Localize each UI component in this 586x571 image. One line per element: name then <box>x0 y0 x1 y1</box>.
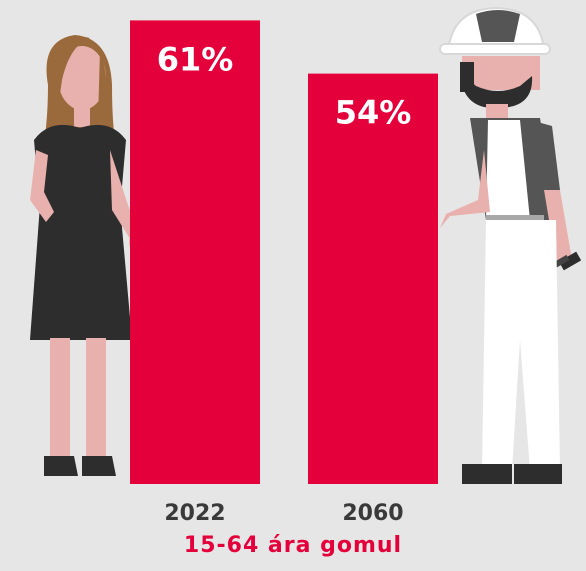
x-axis-title: 15-64 ára gomul <box>183 533 403 558</box>
bar-value-label-2022: 61% <box>157 40 234 78</box>
bar-2022 <box>130 20 260 485</box>
bar-value-label-2060: 54% <box>335 94 412 132</box>
x-tick-label-2022: 2022 <box>164 501 225 526</box>
x-tick-label-2060: 2060 <box>342 501 403 526</box>
bar-2060 <box>308 73 438 484</box>
